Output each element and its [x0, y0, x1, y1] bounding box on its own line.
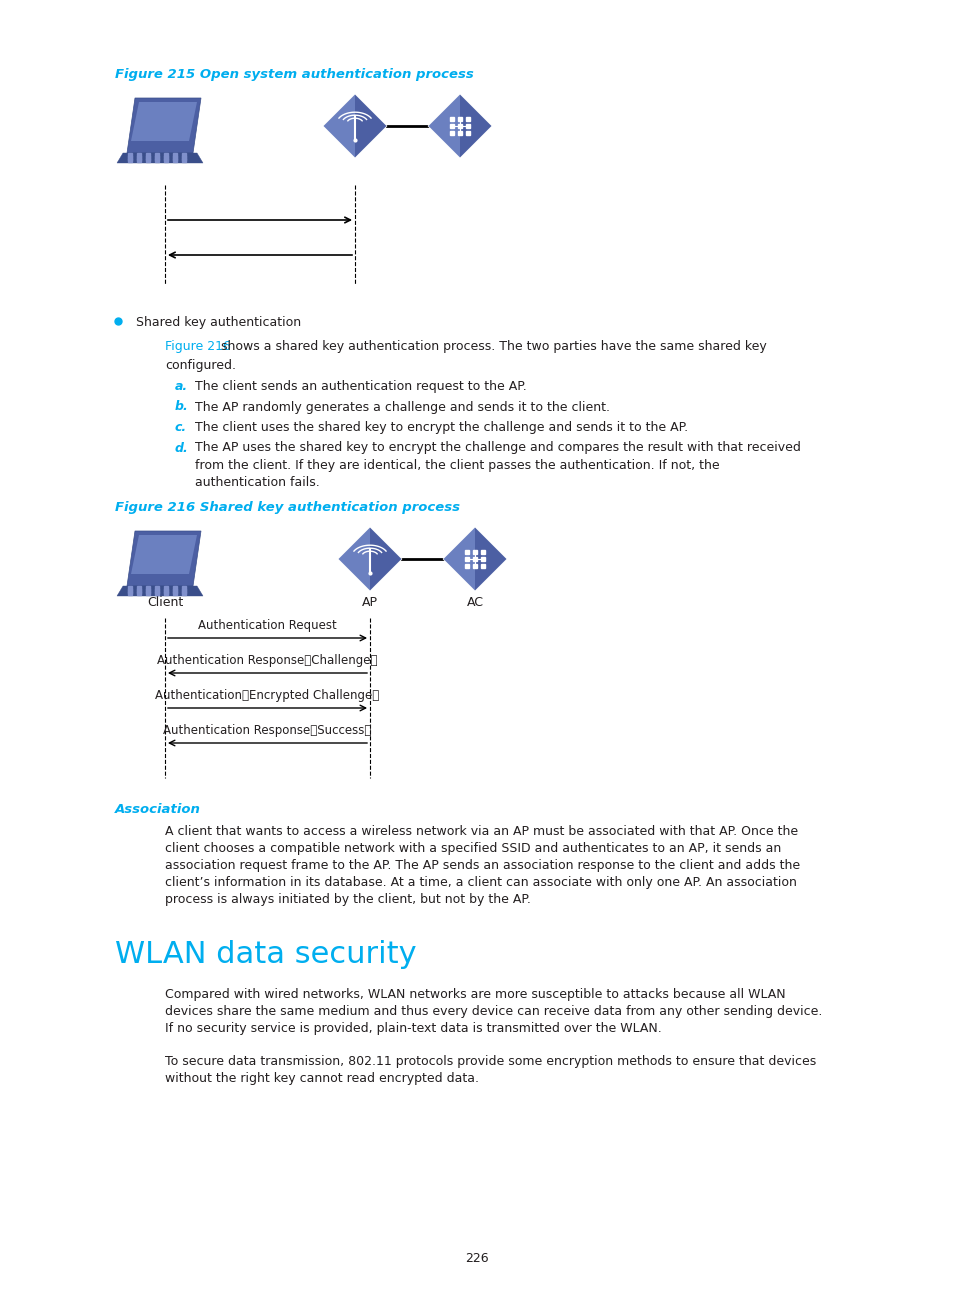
Text: Figure 215 Open system authentication process: Figure 215 Open system authentication pr… [115, 67, 474, 80]
Polygon shape [475, 527, 506, 591]
Polygon shape [370, 527, 401, 591]
Polygon shape [337, 527, 370, 591]
Text: Shared key authentication: Shared key authentication [136, 316, 301, 329]
Polygon shape [127, 98, 201, 153]
Text: c.: c. [174, 421, 187, 434]
Text: process is always initiated by the client, but not by the AP.: process is always initiated by the clien… [165, 893, 530, 906]
Polygon shape [428, 95, 459, 158]
Polygon shape [117, 153, 203, 163]
Text: devices share the same medium and thus every device can receive data from any ot: devices share the same medium and thus e… [165, 1004, 821, 1017]
Text: To secure data transmission, 802.11 protocols provide some encryption methods to: To secure data transmission, 802.11 prot… [165, 1055, 816, 1068]
Text: 226: 226 [465, 1252, 488, 1265]
Text: Figure 216 Shared key authentication process: Figure 216 Shared key authentication pro… [115, 502, 459, 515]
Text: Authentication Response（Success）: Authentication Response（Success） [163, 724, 372, 737]
Text: without the right key cannot read encrypted data.: without the right key cannot read encryp… [165, 1072, 478, 1085]
Text: shows a shared key authentication process. The two parties have the same shared : shows a shared key authentication proces… [216, 340, 766, 353]
Text: authentication fails.: authentication fails. [194, 477, 319, 490]
Text: b.: b. [174, 400, 189, 413]
Text: AP: AP [361, 596, 377, 609]
Text: Authentication Request: Authentication Request [198, 619, 336, 632]
Polygon shape [131, 535, 196, 574]
Text: Association: Association [115, 804, 201, 816]
Text: client chooses a compatible network with a specified SSID and authenticates to a: client chooses a compatible network with… [165, 842, 781, 855]
Text: The client uses the shared key to encrypt the challenge and sends it to the AP.: The client uses the shared key to encryp… [194, 421, 687, 434]
Text: Client: Client [147, 596, 183, 609]
Text: Compared with wired networks, WLAN networks are more susceptible to attacks beca: Compared with wired networks, WLAN netwo… [165, 988, 785, 1001]
Polygon shape [459, 95, 492, 158]
Text: AC: AC [466, 596, 483, 609]
Text: If no security service is provided, plain-text data is transmitted over the WLAN: If no security service is provided, plai… [165, 1023, 661, 1036]
Text: A client that wants to access a wireless network via an AP must be associated wi: A client that wants to access a wireless… [165, 826, 798, 839]
Text: configured.: configured. [165, 359, 235, 372]
Text: association request frame to the AP. The AP sends an association response to the: association request frame to the AP. The… [165, 859, 800, 872]
Text: Authentication Response（Challenge）: Authentication Response（Challenge） [157, 654, 377, 667]
Text: from the client. If they are identical, the client passes the authentication. If: from the client. If they are identical, … [194, 459, 719, 472]
Polygon shape [442, 527, 475, 591]
Text: The AP randomly generates a challenge and sends it to the client.: The AP randomly generates a challenge an… [194, 400, 609, 413]
Polygon shape [323, 95, 355, 158]
Text: client’s information in its database. At a time, a client can associate with onl: client’s information in its database. At… [165, 876, 796, 889]
Text: The AP uses the shared key to encrypt the challenge and compares the result with: The AP uses the shared key to encrypt th… [194, 442, 800, 455]
Polygon shape [117, 586, 203, 596]
Text: Authentication（Encrypted Challenge）: Authentication（Encrypted Challenge） [155, 689, 379, 702]
Text: a.: a. [174, 380, 188, 393]
Polygon shape [355, 95, 387, 158]
Text: The client sends an authentication request to the AP.: The client sends an authentication reque… [194, 380, 526, 393]
Text: WLAN data security: WLAN data security [115, 940, 416, 969]
Polygon shape [127, 531, 201, 586]
Polygon shape [131, 102, 196, 141]
Text: d.: d. [174, 442, 189, 455]
Text: Figure 216: Figure 216 [165, 340, 231, 353]
